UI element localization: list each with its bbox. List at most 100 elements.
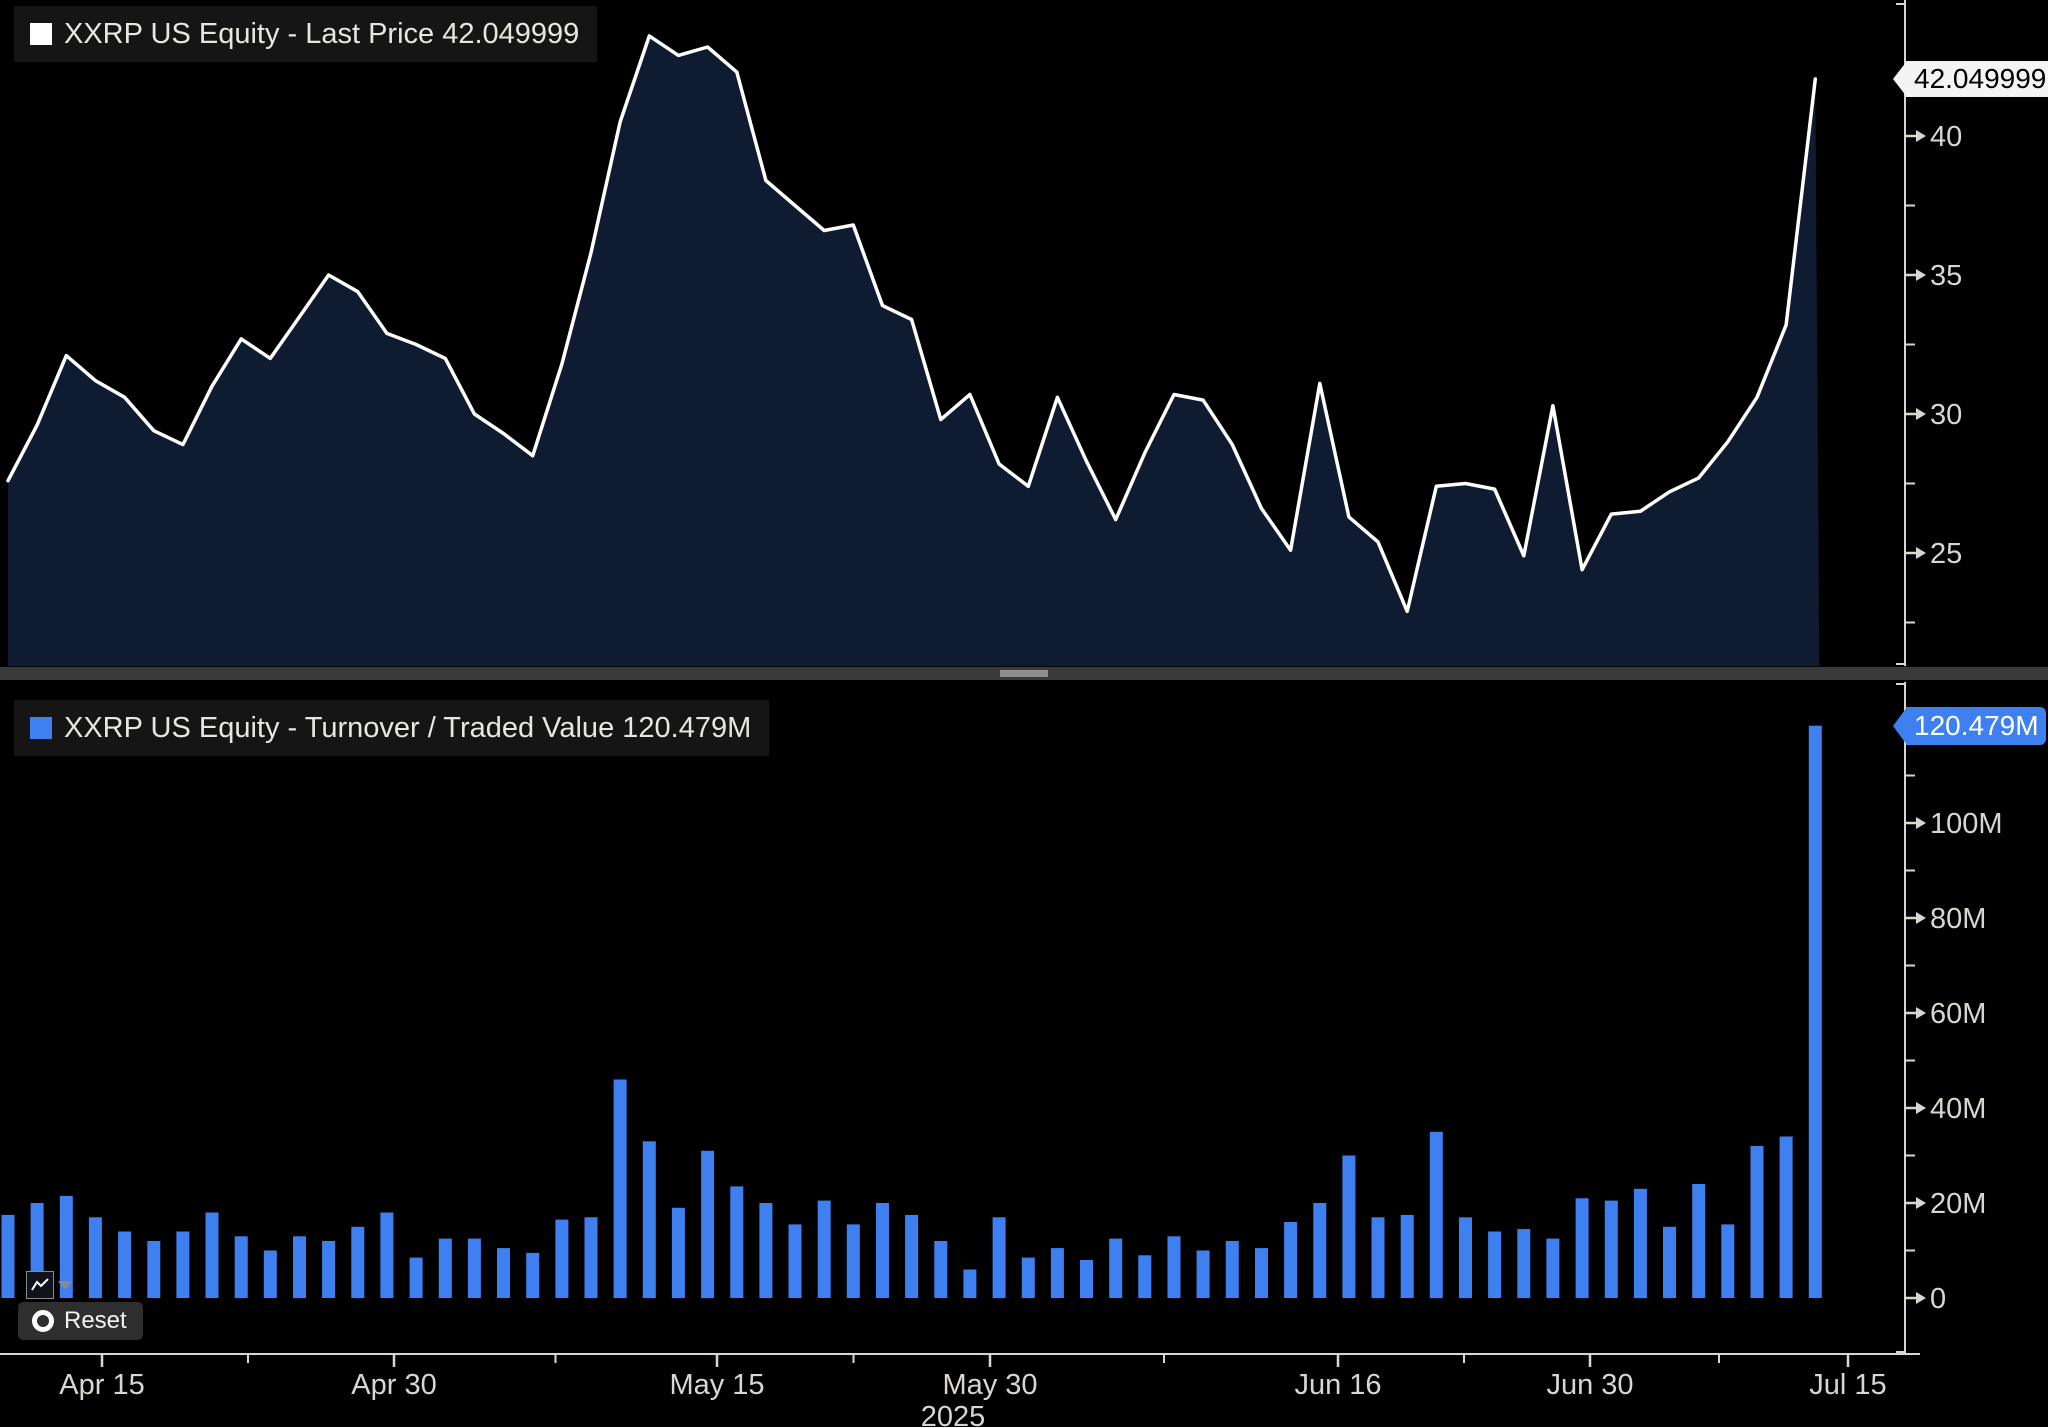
volume-bar: [671, 1207, 685, 1299]
y-tick-arrow-icon: [1916, 817, 1926, 829]
volume-bar: [467, 1238, 481, 1298]
volume-bar: [351, 1226, 365, 1299]
volume-bar: [438, 1238, 452, 1298]
y-tick-arrow-icon: [1916, 1197, 1926, 1209]
marker-arrow-left-icon: [1893, 706, 1907, 745]
marker-arrow-left-icon: [1893, 61, 1907, 97]
x-axis-year-label: 2025: [921, 1401, 986, 1427]
y-tick-arrow-icon: [1916, 1292, 1926, 1304]
volume-bar: [701, 1150, 715, 1299]
line-chart-icon: [31, 1278, 49, 1291]
volume-series-legend[interactable]: XXRP US Equity - Turnover / Traded Value…: [14, 700, 770, 756]
volume-bar: [759, 1203, 773, 1298]
volume-bar: [1196, 1250, 1210, 1298]
price-series-legend[interactable]: XXRP US Equity - Last Price 42.049999: [14, 6, 598, 62]
x-tick-label: May 15: [669, 1369, 764, 1401]
volume-bar: [1779, 1136, 1793, 1298]
volume-bar: [730, 1186, 744, 1298]
x-tick-label: Jun 16: [1294, 1369, 1381, 1401]
volume-bar: [1080, 1260, 1093, 1298]
volume-bar: [1255, 1248, 1268, 1298]
y-tick-arrow-icon: [1916, 1102, 1926, 1114]
volume-bar: [613, 1079, 627, 1298]
y-tick-label: 35: [1930, 260, 1962, 292]
volume-bar: [846, 1224, 860, 1298]
pane-resize-handle[interactable]: [1000, 670, 1048, 677]
volume-bar: [1721, 1224, 1735, 1298]
volume-bar: [992, 1217, 1006, 1299]
reset-circle-icon: [32, 1310, 54, 1332]
last-price-value: 42.049999: [1914, 63, 2047, 94]
pane-divider: [0, 667, 2048, 680]
y-tick-arrow-icon: [1916, 1007, 1926, 1019]
volume-bar: [1167, 1236, 1181, 1299]
volume-bar: [1021, 1257, 1035, 1298]
volume-bar: [788, 1224, 802, 1298]
volume-bar: [963, 1269, 977, 1298]
volume-bar: [1342, 1155, 1356, 1298]
volume-bar: [584, 1217, 598, 1299]
volume-bar: [88, 1217, 102, 1299]
volume-bar: [59, 1195, 73, 1298]
y-tick-arrow-icon: [1916, 130, 1926, 142]
price-series-label: XXRP US Equity - Last Price 42.049999: [64, 17, 580, 50]
volume-bar: [1225, 1241, 1239, 1298]
volume-bar: [1633, 1188, 1647, 1299]
x-tick-label: Apr 15: [59, 1369, 144, 1401]
y-tick-label: 80M: [1930, 903, 1986, 935]
volume-bar: [1138, 1255, 1152, 1299]
volume-bar: [1488, 1231, 1502, 1298]
volume-bar: [497, 1248, 510, 1298]
volume-bar: [1313, 1203, 1327, 1298]
volume-bar: [409, 1257, 423, 1298]
volume-bar: [1808, 725, 1822, 1298]
x-tick-label: Jun 30: [1546, 1369, 1633, 1401]
volume-bar: [322, 1241, 336, 1298]
chart-type-button[interactable]: [26, 1271, 54, 1299]
volume-bar: [1604, 1200, 1618, 1298]
volume-bar: [147, 1241, 161, 1298]
volume-bar: [118, 1231, 132, 1298]
last-volume-value: 120.479M: [1914, 709, 2039, 741]
volume-bar: [1429, 1131, 1443, 1299]
y-tick-label: 20M: [1930, 1188, 1986, 1220]
reset-label: Reset: [64, 1307, 127, 1334]
volume-bar: [380, 1212, 394, 1298]
volume-bar: [176, 1231, 190, 1298]
volume-bar: [1546, 1238, 1560, 1298]
y-tick-label: 30: [1930, 399, 1962, 431]
y-tick-label: 40: [1930, 121, 1962, 153]
volume-bar: [205, 1212, 219, 1298]
y-tick-arrow-icon: [1916, 408, 1926, 420]
volume-bar: [1400, 1214, 1414, 1298]
y-tick-label: 60M: [1930, 998, 1986, 1030]
last-volume-axis-marker: 120.479M: [1893, 706, 2046, 745]
volume-bar: [293, 1236, 306, 1299]
volume-bar: [1692, 1184, 1706, 1298]
volume-bar: [1284, 1222, 1298, 1298]
volume-bar: [1575, 1198, 1589, 1299]
x-tick-label: Jul 15: [1809, 1369, 1886, 1401]
volume-bar: [642, 1141, 656, 1299]
y-tick-label: 25: [1930, 538, 1962, 570]
volume-bar: [234, 1236, 248, 1299]
y-tick-arrow-icon: [1916, 912, 1926, 924]
chevron-down-icon[interactable]: [58, 1281, 72, 1290]
y-tick-label: 100M: [1930, 808, 2003, 840]
volume-bar: [526, 1252, 540, 1298]
x-tick-label: May 30: [942, 1369, 1037, 1401]
y-tick-arrow-icon: [1916, 269, 1926, 281]
volume-bar: [555, 1219, 569, 1298]
price-line: [6, 34, 1818, 614]
volume-bar: [1517, 1229, 1531, 1298]
volume-series-label: XXRP US Equity - Turnover / Traded Value…: [64, 711, 752, 744]
volume-bar: [1750, 1146, 1764, 1298]
volume-bar: [1, 1214, 15, 1298]
volume-bar: [263, 1250, 277, 1298]
reset-button[interactable]: Reset: [18, 1302, 143, 1340]
x-tick-label: Apr 30: [351, 1369, 436, 1401]
y-tick-label: 0: [1930, 1283, 1946, 1315]
volume-bar: [1050, 1248, 1064, 1298]
volume-bar: [1109, 1238, 1123, 1298]
